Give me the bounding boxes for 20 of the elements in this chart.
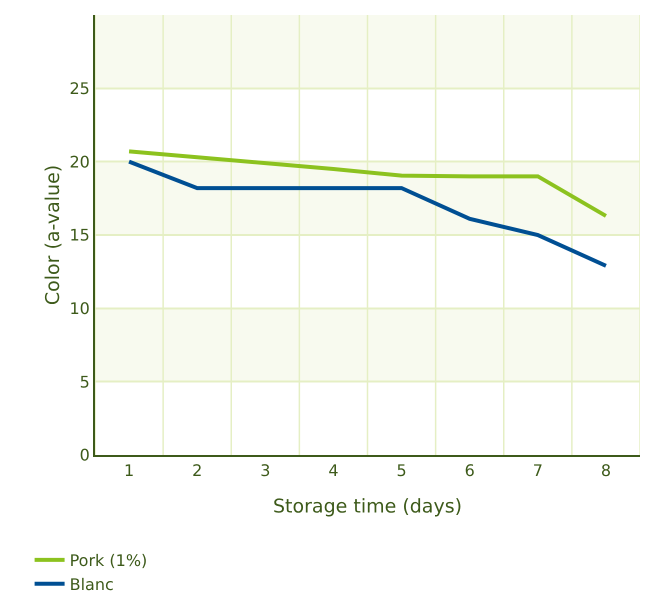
y-tick-label: 20 xyxy=(69,152,90,172)
y-tick-label: 5 xyxy=(80,372,90,392)
x-axis-title: Storage time (days) xyxy=(272,496,462,518)
line-series xyxy=(127,149,608,218)
x-tick-label: 5 xyxy=(396,461,407,480)
y-tick-label: 10 xyxy=(69,298,90,318)
x-tick-label: 3 xyxy=(260,461,270,480)
x-tick-label: 7 xyxy=(532,461,543,480)
y-axis-title: Color (a-value) xyxy=(42,164,64,306)
x-tick-label: 6 xyxy=(464,461,475,480)
y-tick-label: 0 xyxy=(80,446,90,465)
x-tick-label: 2 xyxy=(192,461,202,480)
x-tick-label: 1 xyxy=(124,461,134,480)
legend-label: Pork (1%) xyxy=(70,551,148,570)
x-tick-label: 4 xyxy=(328,461,339,480)
legend-label: Blanc xyxy=(70,574,114,594)
y-tick-label: 25 xyxy=(69,78,90,98)
x-tick-label: 8 xyxy=(600,461,612,480)
y-tick-label: 15 xyxy=(69,226,90,245)
line-series xyxy=(127,160,608,268)
